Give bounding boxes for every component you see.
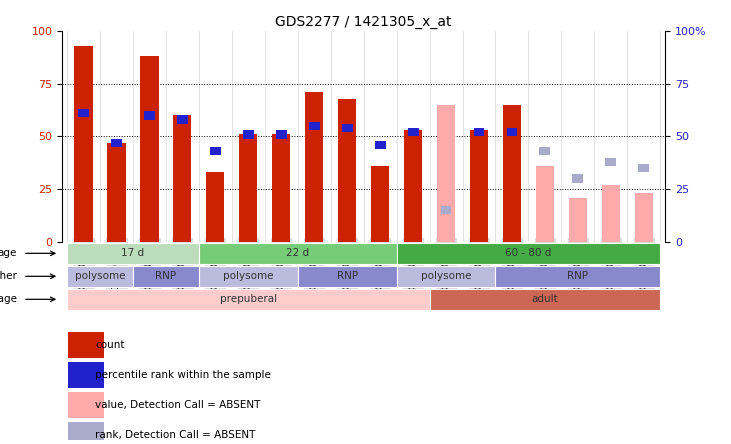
Bar [569, 198, 587, 242]
Bar [199, 243, 397, 264]
Bar [437, 105, 455, 242]
Bar [404, 130, 423, 242]
Bar [199, 266, 298, 287]
Bar [144, 111, 155, 119]
Bar [342, 124, 352, 132]
Bar [177, 115, 188, 124]
Bar [496, 266, 660, 287]
Bar [239, 135, 257, 242]
Bar [272, 135, 290, 242]
Bar [408, 128, 419, 136]
Bar [371, 166, 389, 242]
Bar [107, 143, 126, 242]
Text: value, Detection Call = ABSENT: value, Detection Call = ABSENT [95, 400, 261, 410]
Bar [140, 56, 159, 242]
Bar [470, 130, 488, 242]
Text: percentile rank within the sample: percentile rank within the sample [95, 370, 271, 380]
Bar [206, 172, 224, 242]
Text: polysome: polysome [75, 271, 125, 281]
Text: 17 d: 17 d [121, 248, 145, 258]
Bar [430, 289, 660, 309]
Text: polysome: polysome [421, 271, 471, 281]
Text: prepuberal: prepuberal [220, 294, 277, 304]
Bar [210, 147, 221, 155]
Text: polysome: polysome [223, 271, 273, 281]
Bar [111, 139, 122, 147]
Title: GDS2277 / 1421305_x_at: GDS2277 / 1421305_x_at [276, 15, 452, 29]
Text: age: age [0, 248, 17, 258]
Text: 22 d: 22 d [287, 248, 309, 258]
Bar [67, 289, 430, 309]
Bar [605, 158, 616, 166]
Bar [298, 266, 397, 287]
Bar [441, 206, 452, 214]
Bar [338, 99, 356, 242]
Bar [397, 243, 660, 264]
Bar [78, 109, 89, 118]
Bar [305, 92, 323, 242]
Text: RNP: RNP [567, 271, 588, 281]
Bar [375, 141, 385, 149]
Bar [68, 362, 105, 388]
Bar [68, 422, 105, 444]
Text: rank, Detection Call = ABSENT: rank, Detection Call = ABSENT [95, 430, 256, 440]
Text: RNP: RNP [156, 271, 176, 281]
Bar [243, 130, 254, 139]
Bar [536, 166, 554, 242]
Text: adult: adult [531, 294, 558, 304]
Bar [133, 266, 199, 287]
Bar [308, 122, 319, 130]
Bar [572, 174, 583, 183]
Bar [397, 266, 496, 287]
Text: 60 - 80 d: 60 - 80 d [505, 248, 552, 258]
Bar [276, 130, 287, 139]
Bar [635, 193, 653, 242]
Bar [539, 147, 550, 155]
Bar [173, 115, 192, 242]
Bar [638, 164, 649, 172]
Bar [67, 243, 199, 264]
Bar [67, 266, 133, 287]
Bar [75, 46, 93, 242]
Bar [474, 128, 485, 136]
Text: other: other [0, 271, 17, 281]
Text: RNP: RNP [337, 271, 357, 281]
Bar [503, 105, 521, 242]
Text: development stage: development stage [0, 294, 17, 304]
Bar [68, 332, 105, 357]
Text: count: count [95, 340, 125, 350]
Bar [507, 128, 518, 136]
Bar [602, 185, 620, 242]
Bar [68, 392, 105, 418]
